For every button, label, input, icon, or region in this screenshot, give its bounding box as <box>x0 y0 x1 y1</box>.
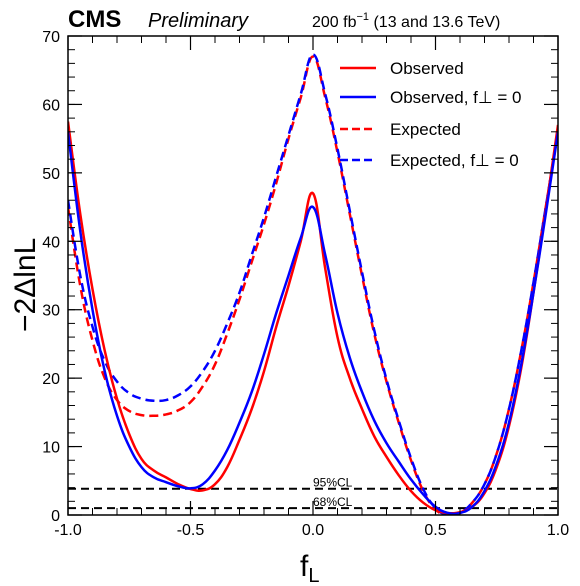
reference-lines <box>68 487 558 510</box>
y-tick-label: 30 <box>42 303 60 320</box>
series-line-3 <box>68 53 558 515</box>
y-axis-title: −2ΔlnL <box>9 238 42 332</box>
lumi-energy: (13 and 13.6 TeV) <box>369 14 500 31</box>
y-tick-label: 60 <box>42 97 60 114</box>
x-tick-label: 0.5 <box>424 522 446 539</box>
status-label: Preliminary <box>148 10 249 32</box>
cl-reference-label: 95%CL <box>313 476 353 490</box>
y-tick-label: 10 <box>42 440 60 457</box>
y-tick-labels: 0 10 20 30 40 50 60 70 <box>42 29 60 525</box>
x-tick-label: 0.0 <box>302 522 324 539</box>
series-line-1 <box>68 131 558 515</box>
x-tick-label: -0.5 <box>177 522 205 539</box>
experiment-label: CMS <box>68 6 121 33</box>
legend: Observed Observed, f⊥ = 0 Expected Expected… <box>340 59 522 170</box>
cl-reference-label: 68%CL <box>313 495 353 509</box>
legend-label-3: Expected, f⊥ = 0 <box>390 151 519 170</box>
lumi-exponent: −1 <box>356 11 369 23</box>
x-axis-title: fL <box>300 550 319 586</box>
legend-label-2: Expected <box>390 120 461 139</box>
x-tick-labels: -1.0 -0.5 0.0 0.5 1.0 <box>54 522 569 539</box>
luminosity-label: 200 fb−1 (13 and 13.6 TeV) <box>312 11 500 31</box>
series-line-2 <box>68 55 558 515</box>
x-tick-label: 1.0 <box>547 522 569 539</box>
axis-ticks <box>67 35 559 516</box>
y-tick-label: 20 <box>42 371 60 388</box>
legend-label-1: Observed, f⊥ = 0 <box>390 88 522 107</box>
y-tick-label: 0 <box>51 508 60 525</box>
curves-group <box>68 53 558 515</box>
lumi-value: 200 fb <box>312 14 357 31</box>
plot-frame <box>67 35 559 516</box>
y-tick-label: 50 <box>42 166 60 183</box>
y-tick-label: 40 <box>42 234 60 251</box>
x-tick-label: -1.0 <box>54 522 82 539</box>
series-line-0 <box>68 121 558 515</box>
y-tick-label: 70 <box>42 29 60 46</box>
cl-labels: 95%CL 68%CL <box>313 476 353 509</box>
legend-label-0: Observed <box>390 59 464 78</box>
